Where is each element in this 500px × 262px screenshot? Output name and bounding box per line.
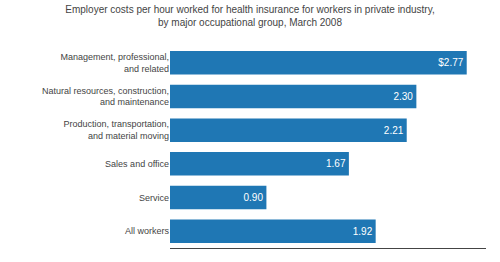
svg-text:Production, transportation,and: Production, transportation,and material …	[63, 119, 169, 141]
svg-text:All workers: All workers	[125, 226, 170, 236]
svg-text:Service: Service	[139, 193, 169, 203]
svg-text:0.90: 0.90	[244, 192, 264, 203]
svg-text:Management, professional,and r: Management, professional,and related	[60, 52, 169, 74]
svg-text:Sales and office: Sales and office	[105, 159, 169, 169]
svg-text:$2.77: $2.77	[438, 57, 463, 68]
svg-text:1.92: 1.92	[353, 226, 373, 237]
svg-text:Natural resources, constructio: Natural resources, construction,and main…	[42, 86, 169, 108]
svg-text:1.67: 1.67	[326, 158, 346, 169]
svg-text:2.21: 2.21	[384, 125, 404, 136]
svg-text:2.30: 2.30	[393, 91, 413, 102]
svg-text:Employer costs per hour worked: Employer costs per hour worked for healt…	[65, 4, 434, 28]
